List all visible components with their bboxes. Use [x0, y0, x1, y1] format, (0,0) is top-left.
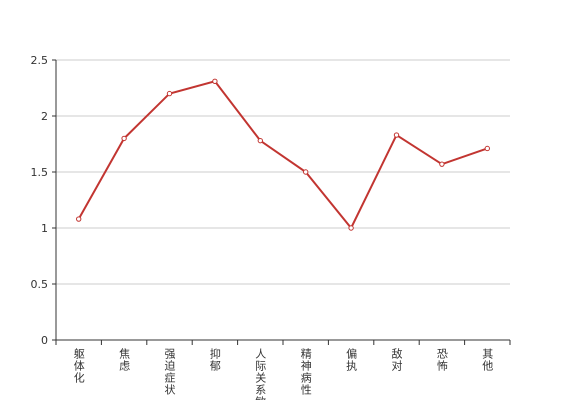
point	[121, 135, 127, 142]
point	[257, 137, 263, 144]
x-tick-label: 其他	[481, 348, 494, 372]
x-tick-label: 人际关系敏感	[254, 348, 267, 400]
x-tick-label: 精神病性	[299, 348, 312, 396]
y-tick-label: 2.5	[31, 54, 49, 67]
y-tick-label: 0	[41, 334, 48, 347]
x-tick-label: 焦虑	[118, 348, 131, 372]
line	[77, 80, 488, 230]
x-tick-label: 抑郁	[208, 347, 221, 372]
x-tick-label: 强迫症状	[163, 348, 176, 396]
point	[166, 90, 173, 97]
y-tick-label: 1	[41, 222, 48, 235]
point	[76, 216, 82, 222]
point	[393, 132, 400, 138]
x-tick-label: 恐怖	[435, 348, 448, 372]
point	[212, 78, 218, 84]
x-tick-label: 敌对	[390, 347, 403, 372]
point	[348, 225, 354, 231]
point	[484, 145, 490, 152]
point	[303, 169, 309, 175]
y-tick-label: 0.5	[31, 278, 49, 291]
y-tick-label: 1.5	[31, 166, 49, 179]
x-tick-label: 躯体化	[72, 348, 85, 384]
y-tick-label: 2	[41, 110, 48, 123]
x-tick-label: 偏执	[345, 347, 358, 372]
point	[439, 161, 445, 167]
